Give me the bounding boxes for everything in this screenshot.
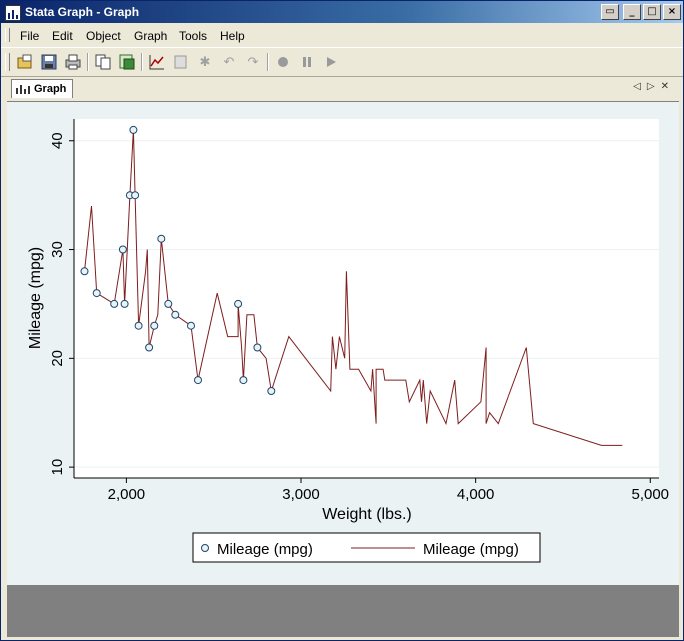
data-point (239, 376, 248, 385)
play-icon[interactable] (321, 52, 341, 72)
data-point (171, 310, 180, 319)
minimize-icon[interactable]: _ (623, 4, 641, 20)
menu-graph[interactable]: Graph (134, 29, 168, 43)
x-tick-label: 3,000 (282, 486, 320, 503)
tab-close-icon[interactable]: ✕ (660, 81, 675, 92)
data-point (134, 321, 143, 330)
redo-icon[interactable]: ↷ (247, 54, 259, 69)
data-point (157, 234, 166, 243)
y-tick-label: 40 (49, 132, 66, 149)
data-point (110, 299, 119, 308)
pause-icon[interactable] (297, 52, 317, 72)
graph-area: 10 20 30 40 2,000 3,000 4,000 5,000 Mileage (m… (7, 101, 679, 586)
print-icon[interactable] (63, 52, 83, 72)
series-line-mileage (84, 129, 623, 446)
data-point (187, 321, 195, 330)
data-point (234, 299, 243, 308)
data-point (194, 376, 202, 385)
data-point (131, 191, 140, 200)
y-tick-label: 10 (49, 459, 66, 476)
data-point (145, 343, 154, 352)
tab-navigation[interactable]: ◁▷✕ (633, 81, 675, 92)
legend-marker-icon (201, 544, 209, 552)
menu-edit[interactable]: Edit (52, 29, 73, 43)
data-point (80, 267, 89, 276)
menu-file[interactable]: File (20, 29, 40, 43)
tab-next-icon[interactable]: ▷ (646, 81, 661, 92)
legend-label-scatter: Mileage (mpg) (217, 541, 313, 558)
title-bar[interactable]: Stata Graph - Graph ▭ _ □ × (1, 1, 683, 23)
menu-object[interactable]: Object (86, 29, 121, 43)
tab-graph[interactable]: Graph (11, 79, 73, 98)
rename-icon[interactable] (117, 52, 137, 72)
mileage-weight-chart[interactable]: 10 20 30 40 2,000 3,000 4,000 5,000 Mileage (m… (7, 102, 679, 586)
data-point (253, 343, 262, 352)
x-tick-label: 4,000 (457, 486, 495, 503)
x-axis-label: Weight (lbs.) (322, 506, 412, 523)
legend: Mileage (mpg) Mileage (mpg) (192, 532, 541, 563)
graph-editor-icon[interactable] (147, 52, 167, 72)
menu-bar: File Edit Object Graph Tools Help (1, 25, 683, 45)
record-icon[interactable] (273, 52, 293, 72)
x-tick-label: 2,000 (108, 486, 146, 503)
toolbar: ✱ ↶ ↷ (1, 47, 683, 77)
data-point (92, 289, 101, 298)
open-icon[interactable] (15, 52, 35, 72)
data-point (118, 245, 127, 254)
legend-label-line: Mileage (mpg) (423, 541, 519, 558)
plot-region (74, 119, 659, 478)
y-tick-label: 20 (49, 350, 66, 367)
app-icon[interactable] (5, 5, 21, 21)
window-title: Stata Graph - Graph (25, 5, 140, 19)
tab-prev-icon[interactable]: ◁ (633, 81, 647, 92)
menubar-grip[interactable] (5, 28, 10, 42)
status-area (7, 585, 679, 637)
data-point (129, 125, 138, 134)
data-point (267, 387, 276, 395)
tab-strip: Graph ◁▷✕ (1, 77, 683, 99)
copy-icon[interactable] (93, 52, 113, 72)
x-tick-label: 5,000 (631, 486, 669, 503)
data-point (150, 321, 159, 330)
y-axis-label: Mileage (mpg) (27, 247, 44, 349)
menu-help[interactable]: Help (220, 29, 245, 43)
tab-graph-label: Graph (34, 83, 67, 95)
close-icon[interactable]: × (663, 4, 681, 20)
maximize-icon[interactable]: □ (643, 4, 661, 20)
pointer-icon[interactable] (171, 52, 191, 72)
graph-tab-icon (16, 85, 30, 94)
data-point (164, 299, 173, 308)
save-icon[interactable] (39, 52, 59, 72)
data-point (120, 299, 129, 308)
undo-icon[interactable]: ↶ (223, 54, 235, 69)
toolbar-grip[interactable] (5, 53, 10, 71)
add-text-icon[interactable]: ✱ (199, 54, 211, 69)
menu-tools[interactable]: Tools (179, 29, 208, 43)
restore-icon[interactable]: ▭ (601, 4, 619, 20)
y-tick-label: 30 (49, 241, 66, 258)
